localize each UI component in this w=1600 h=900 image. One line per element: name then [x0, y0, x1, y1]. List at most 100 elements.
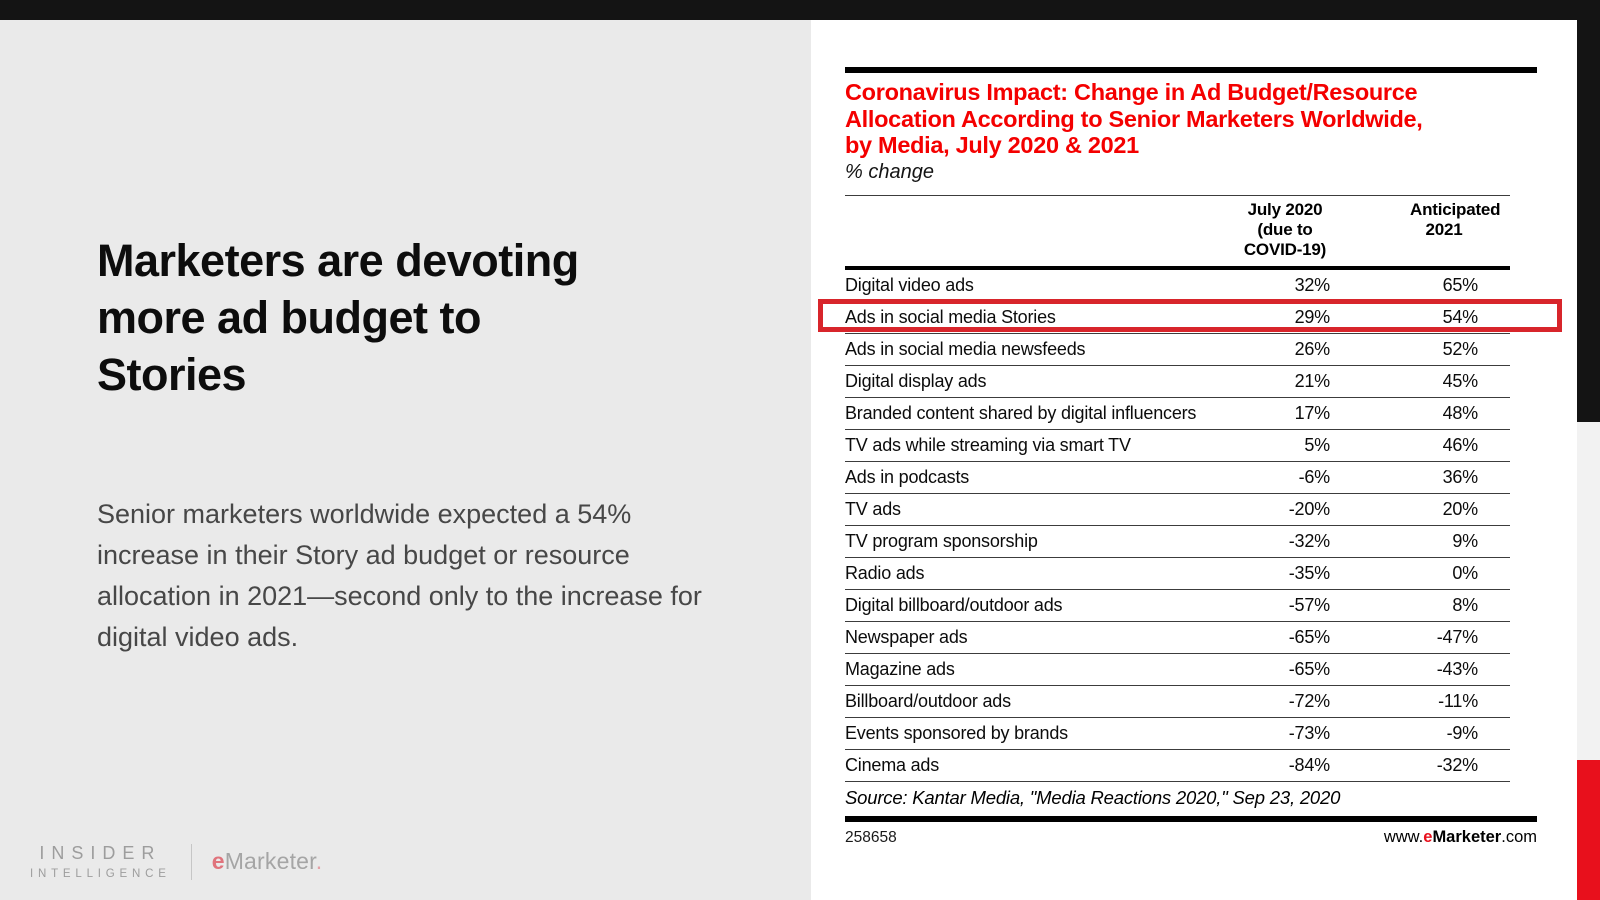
- table-row: TV ads -20% 20%: [845, 493, 1510, 526]
- july-2020-value-cell: -65%: [1210, 653, 1330, 686]
- emarketer-logo-e: e: [211, 848, 225, 874]
- table-row: Branded content shared by digital influe…: [845, 397, 1510, 430]
- media-label-cell: Ads in social media newsfeeds: [845, 333, 1210, 366]
- july-2020-value-cell: 21%: [1210, 365, 1330, 398]
- table-row: Radio ads -35% 0%: [845, 557, 1510, 590]
- slide-body-text: Senior marketers worldwide expected a 54…: [97, 499, 702, 652]
- media-label-cell: Digital billboard/outdoor ads: [845, 589, 1210, 622]
- media-label-cell: Cinema ads: [845, 749, 1210, 782]
- chart-bottom-rule: [845, 815, 1537, 822]
- top-black-bar: [0, 0, 1600, 20]
- chart-footer: 258658 www.eMarketer.com: [845, 828, 1537, 847]
- source-note: Source: Kantar Media, "Media Reactions 2…: [845, 786, 1341, 808]
- july-2020-value-cell: -73%: [1210, 717, 1330, 750]
- anticipated-2021-value-cell: 9%: [1330, 525, 1510, 558]
- table-row: Billboard/outdoor ads -72% -11%: [845, 685, 1510, 718]
- insider-logo-text: INSIDER: [39, 843, 162, 863]
- chart-subtitle: % change: [845, 160, 934, 183]
- table-row: Newspaper ads -65% -47%: [845, 621, 1510, 654]
- july-2020-value-cell: 26%: [1210, 333, 1330, 366]
- media-label-cell: Billboard/outdoor ads: [845, 685, 1210, 718]
- table-row: Ads in social media newsfeeds 26% 52%: [845, 333, 1510, 366]
- chart-id: 258658: [845, 828, 897, 846]
- july-2020-value-cell: 29%: [1210, 301, 1330, 334]
- july-2020-value-cell: 5%: [1210, 429, 1330, 462]
- intelligence-logo-text: INTELLIGENCE: [30, 868, 171, 880]
- column-header-july-2020: July 2020 (due to COVID-19): [1210, 194, 1330, 270]
- anticipated-2021-value-cell: 65%: [1330, 267, 1510, 302]
- table-row: Magazine ads -65% -43%: [845, 653, 1510, 686]
- logo-divider: [190, 843, 192, 880]
- emarketer-url-link[interactable]: www.eMarketer.com: [1384, 828, 1537, 847]
- media-label-cell: Digital video ads: [845, 267, 1210, 302]
- media-label-cell: Events sponsored by brands: [845, 717, 1210, 750]
- july-2020-value-cell: -6%: [1210, 461, 1330, 494]
- media-label-cell: Radio ads: [845, 557, 1210, 590]
- anticipated-2021-value-cell: -11%: [1330, 685, 1510, 718]
- anticipated-2021-value-cell: 46%: [1330, 429, 1510, 462]
- ad-budget-table: July 2020 (due to COVID-19) Anticipated …: [818, 194, 1562, 782]
- anticipated-2021-value-cell: 45%: [1330, 365, 1510, 398]
- anticipated-2021-value-cell: 36%: [1330, 461, 1510, 494]
- right-edge-black-band: [1577, 20, 1600, 422]
- url-marketer: Marketer: [1432, 827, 1502, 846]
- table-row: Digital billboard/outdoor ads -57% 8%: [845, 589, 1510, 622]
- table-row: Ads in social media Stories 29% 54%: [845, 301, 1510, 334]
- anticipated-2021-value-cell: 0%: [1330, 557, 1510, 590]
- right-edge-gray-band: [1577, 422, 1600, 760]
- url-www: www.: [1383, 827, 1424, 846]
- july-2020-value-cell: -65%: [1210, 621, 1330, 654]
- july-2020-value-cell: -35%: [1210, 557, 1330, 590]
- column-header-media: [845, 194, 1210, 270]
- media-label-cell: Digital display ads: [845, 365, 1210, 398]
- july-2020-value-cell: 32%: [1210, 267, 1330, 302]
- table-row: Events sponsored by brands -73% -9%: [845, 717, 1510, 750]
- anticipated-2021-value-cell: 48%: [1330, 397, 1510, 430]
- media-label-cell: TV ads: [845, 493, 1210, 526]
- anticipated-2021-value-cell: -43%: [1330, 653, 1510, 686]
- brand-logos: INSIDER INTELLIGENCE eMarketer.: [30, 843, 322, 880]
- july-2020-value-cell: -32%: [1210, 525, 1330, 558]
- slide-headline: Marketers are devoting more ad budget to…: [97, 235, 579, 400]
- chart-panel: Coronavirus Impact: Change in Ad Budget/…: [811, 20, 1577, 900]
- july-2020-value-cell: -20%: [1210, 493, 1330, 526]
- insider-intelligence-logo: INSIDER INTELLIGENCE: [30, 843, 171, 880]
- media-label-cell: Newspaper ads: [845, 621, 1210, 654]
- right-edge-red-band: [1577, 760, 1600, 900]
- table-row: Digital video ads 32% 65%: [845, 267, 1510, 302]
- anticipated-2021-value-cell: -9%: [1330, 717, 1510, 750]
- chart-title: Coronavirus Impact: Change in Ad Budget/…: [845, 79, 1423, 158]
- data-table: July 2020 (due to COVID-19) Anticipated …: [845, 194, 1510, 782]
- emarketer-logo: eMarketer.: [212, 848, 323, 875]
- media-label-cell: Branded content shared by digital influe…: [845, 397, 1210, 430]
- slide-text-panel: Marketers are devoting more ad budget to…: [0, 20, 811, 900]
- emarketer-logo-text: Marketer: [224, 848, 316, 874]
- table-row: Ads in podcasts -6% 36%: [845, 461, 1510, 494]
- anticipated-2021-value-cell: 52%: [1330, 333, 1510, 366]
- table-header-row: July 2020 (due to COVID-19) Anticipated …: [845, 194, 1510, 270]
- table-row: Digital display ads 21% 45%: [845, 365, 1510, 398]
- media-label-cell: TV ads while streaming via smart TV: [845, 429, 1210, 462]
- media-label-cell: Ads in social media Stories: [845, 301, 1210, 334]
- july-2020-value-cell: 17%: [1210, 397, 1330, 430]
- chart-top-rule: [845, 67, 1537, 73]
- anticipated-2021-value-cell: -32%: [1330, 749, 1510, 782]
- column-header-anticipated-2021: Anticipated 2021: [1330, 194, 1510, 270]
- url-e: e: [1423, 827, 1433, 846]
- anticipated-2021-value-cell: 54%: [1330, 301, 1510, 334]
- anticipated-2021-value-cell: -47%: [1330, 621, 1510, 654]
- july-2020-value-cell: -84%: [1210, 749, 1330, 782]
- media-label-cell: Magazine ads: [845, 653, 1210, 686]
- anticipated-2021-value-cell: 8%: [1330, 589, 1510, 622]
- table-row: TV program sponsorship -32% 9%: [845, 525, 1510, 558]
- anticipated-2021-value-cell: 20%: [1330, 493, 1510, 526]
- chart-content: Coronavirus Impact: Change in Ad Budget/…: [818, 20, 1562, 847]
- media-label-cell: Ads in podcasts: [845, 461, 1210, 494]
- media-label-cell: TV program sponsorship: [845, 525, 1210, 558]
- emarketer-logo-period: .: [315, 848, 323, 874]
- july-2020-value-cell: -72%: [1210, 685, 1330, 718]
- url-com: .com: [1501, 827, 1537, 846]
- table-row: Cinema ads -84% -32%: [845, 749, 1510, 782]
- july-2020-value-cell: -57%: [1210, 589, 1330, 622]
- table-row: TV ads while streaming via smart TV 5% 46%: [845, 429, 1510, 462]
